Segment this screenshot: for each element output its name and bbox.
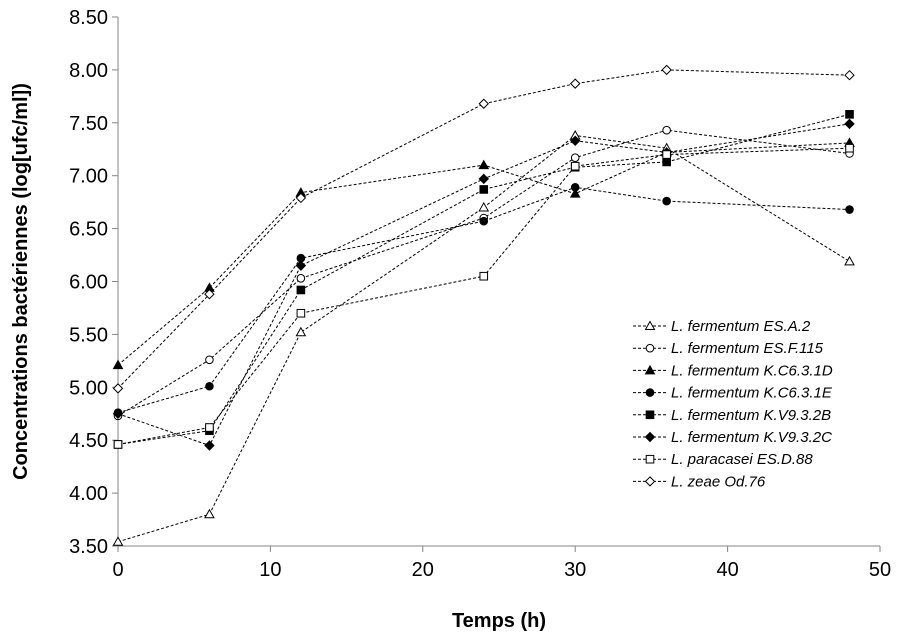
legend-entry: L. zeae Od.76 bbox=[633, 473, 766, 490]
legend-label: L. paracasei ES.D.88 bbox=[671, 451, 813, 468]
data-point bbox=[295, 260, 307, 271]
x-axis-title: Temps (h) bbox=[452, 610, 546, 632]
legend-label: L. fermentum ES.A.2 bbox=[671, 318, 811, 335]
data-point bbox=[205, 423, 214, 432]
legend-marker bbox=[645, 343, 655, 353]
data-point bbox=[569, 188, 581, 198]
series-4 bbox=[113, 183, 854, 417]
data-point bbox=[569, 135, 581, 146]
data-point bbox=[662, 125, 671, 135]
data-point bbox=[570, 161, 580, 171]
legend-entry: L. fermentum ES.A.2 bbox=[633, 318, 811, 335]
data-point bbox=[112, 408, 124, 419]
y-tick-label: 6.50 bbox=[69, 219, 108, 241]
legend-marker bbox=[644, 431, 656, 443]
data-point bbox=[662, 196, 671, 206]
series-layer bbox=[112, 64, 855, 546]
data-point bbox=[295, 192, 307, 204]
legend: L. fermentum ES.A.2 L. fermentum ES.F.115… bbox=[633, 318, 833, 490]
data-point bbox=[204, 508, 215, 519]
legend-entry: L. paracasei ES.D.88 bbox=[633, 451, 813, 468]
y-tick-label: 5.50 bbox=[69, 324, 108, 346]
data-point bbox=[204, 440, 215, 451]
data-point bbox=[845, 110, 854, 119]
legend-marker bbox=[644, 320, 656, 330]
data-point bbox=[479, 271, 489, 281]
y-tick-label: 4.00 bbox=[69, 483, 108, 505]
y-tick-label: 3.50 bbox=[69, 536, 108, 558]
legend-entry: L. fermentum K.V9.3.2C bbox=[633, 429, 832, 446]
x-tick-label: 30 bbox=[564, 559, 586, 581]
data-point bbox=[296, 274, 306, 283]
data-point bbox=[844, 118, 855, 130]
legend-label: L. fermentum K.C6.3.1E bbox=[671, 385, 833, 402]
legend-label: L. fermentum ES.F.115 bbox=[671, 340, 824, 357]
x-tick-label: 0 bbox=[112, 559, 123, 581]
data-point bbox=[570, 153, 580, 163]
series-7 bbox=[113, 143, 854, 449]
x-tick-label: 50 bbox=[869, 559, 891, 581]
data-point bbox=[845, 205, 854, 214]
data-point bbox=[478, 98, 489, 109]
data-point bbox=[296, 308, 306, 318]
y-tick-label: 8.00 bbox=[69, 60, 108, 82]
y-tick-label: 6.00 bbox=[69, 272, 108, 294]
legend-entry: L. fermentum K.C6.3.1E bbox=[633, 385, 833, 402]
y-tick-label: 7.50 bbox=[69, 113, 108, 135]
legend-label: L. zeae Od.76 bbox=[671, 473, 766, 490]
data-point bbox=[296, 285, 306, 295]
y-axis-title: Concentrations bactériennes (log[ufc/ml]… bbox=[10, 83, 32, 480]
data-point bbox=[661, 64, 672, 76]
data-point bbox=[662, 157, 671, 167]
data-point bbox=[113, 440, 123, 449]
y-tick-label: 7.00 bbox=[69, 166, 108, 188]
legend-entry: L. fermentum K.V9.3.2B bbox=[633, 407, 831, 424]
data-point bbox=[478, 201, 490, 212]
data-point bbox=[112, 536, 124, 546]
data-point bbox=[479, 216, 489, 226]
legend-marker bbox=[645, 410, 655, 420]
y-tick-label: 8.50 bbox=[69, 7, 108, 29]
legend-marker bbox=[645, 388, 655, 397]
data-point bbox=[112, 383, 124, 394]
axes: 3.50 4.00 4.50 5.00 5.50 6.00 6.50 7.00 7.50 8.00… bbox=[69, 7, 891, 581]
data-point bbox=[662, 150, 671, 159]
data-point bbox=[478, 173, 489, 185]
legend-entry: L. fermentum K.C6.3.1D bbox=[633, 362, 833, 379]
data-point bbox=[844, 69, 855, 81]
data-point bbox=[845, 143, 854, 153]
y-tick-label: 5.00 bbox=[69, 377, 108, 399]
series-8 bbox=[112, 64, 855, 394]
data-point bbox=[844, 255, 855, 266]
legend-marker bbox=[644, 364, 656, 375]
legend-label: L. fermentum K.V9.3.2C bbox=[671, 429, 832, 446]
y-tick-label: 4.50 bbox=[69, 430, 108, 452]
data-point bbox=[570, 183, 580, 192]
x-tick-label: 10 bbox=[259, 559, 281, 581]
x-tick-label: 40 bbox=[716, 559, 738, 581]
legend-entry: L. fermentum ES.F.115 bbox=[633, 340, 824, 357]
data-point bbox=[205, 381, 214, 391]
data-point bbox=[478, 159, 490, 170]
legend-label: L. fermentum K.C6.3.1D bbox=[671, 362, 833, 379]
legend-marker bbox=[644, 476, 656, 487]
x-tick-label: 20 bbox=[412, 559, 434, 581]
data-point bbox=[479, 185, 489, 194]
data-point bbox=[569, 78, 581, 89]
data-point bbox=[295, 326, 307, 337]
data-point bbox=[204, 288, 215, 300]
data-point bbox=[205, 355, 214, 365]
legend-marker bbox=[645, 454, 655, 464]
legend-label: L. fermentum K.V9.3.2B bbox=[671, 407, 831, 424]
data-point bbox=[112, 359, 124, 370]
